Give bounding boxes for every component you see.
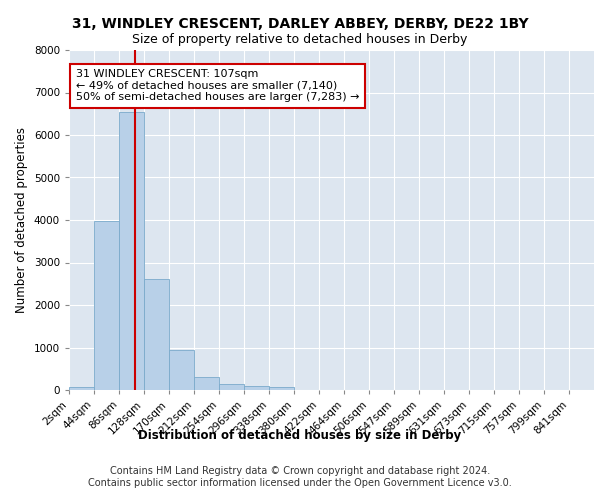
Bar [69, 387, 94, 390]
Text: Size of property relative to detached houses in Derby: Size of property relative to detached ho… [133, 32, 467, 46]
Bar [219, 384, 244, 390]
Bar [94, 221, 119, 390]
Bar [119, 112, 144, 390]
Bar [269, 387, 294, 390]
Text: 31 WINDLEY CRESCENT: 107sqm
← 49% of detached houses are smaller (7,140)
50% of : 31 WINDLEY CRESCENT: 107sqm ← 49% of det… [76, 69, 359, 102]
Text: 31, WINDLEY CRESCENT, DARLEY ABBEY, DERBY, DE22 1BY: 31, WINDLEY CRESCENT, DARLEY ABBEY, DERB… [71, 18, 529, 32]
Bar [244, 386, 269, 390]
Text: Contains HM Land Registry data © Crown copyright and database right 2024.
Contai: Contains HM Land Registry data © Crown c… [88, 466, 512, 487]
Text: Distribution of detached houses by size in Derby: Distribution of detached houses by size … [139, 430, 461, 442]
Bar [194, 377, 219, 390]
Bar [169, 350, 194, 390]
Y-axis label: Number of detached properties: Number of detached properties [15, 127, 28, 313]
Bar [144, 278, 169, 390]
